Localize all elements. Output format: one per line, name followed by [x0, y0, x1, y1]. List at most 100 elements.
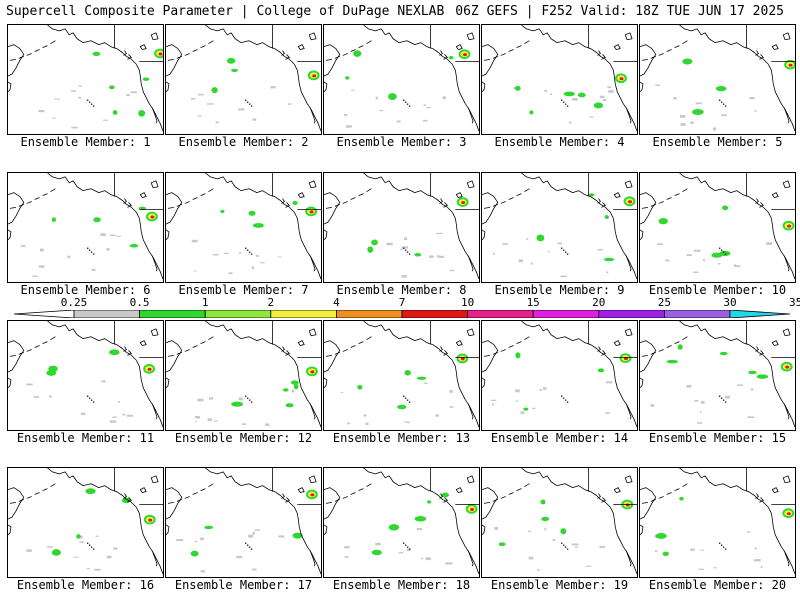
ensemble-member-label: Ensemble Member: 5	[652, 135, 783, 149]
coastline-layer	[166, 173, 321, 280]
scale-tick-label: 0.5	[129, 296, 150, 309]
hawaii-islands	[560, 99, 569, 107]
ensemble-map	[166, 468, 321, 575]
scale-high-arrow	[729, 310, 790, 318]
scale-tick-label: 35	[788, 296, 800, 309]
hawaii-islands	[718, 247, 727, 255]
ensemble-member-label: Ensemble Member: 2	[178, 135, 309, 149]
ensemble-map	[324, 321, 479, 428]
coastline-layer	[640, 321, 795, 428]
coastline-layer	[8, 321, 163, 428]
coastline-layer	[324, 468, 479, 575]
parameter-contours	[194, 366, 318, 426]
ensemble-map-panel	[481, 467, 638, 578]
ensemble-map-panel	[165, 467, 322, 578]
coastline-layer	[166, 25, 321, 132]
scale-segment	[598, 310, 665, 318]
parameter-contours	[190, 57, 320, 124]
ensemble-map-panel	[639, 467, 796, 578]
parameter-contours	[654, 496, 795, 570]
ensemble-member-label: Ensemble Member: 1	[20, 135, 151, 149]
ensemble-map	[324, 173, 479, 280]
hawaii-islands	[402, 542, 411, 550]
hawaii-islands	[402, 395, 411, 403]
ensemble-map	[324, 25, 479, 132]
ensemble-member-label: Ensemble Member: 6	[20, 283, 151, 297]
ensemble-member-label: Ensemble Member: 9	[494, 283, 625, 297]
hawaii-islands	[560, 542, 569, 550]
ensemble-member-label: Ensemble Member: 13	[332, 431, 471, 445]
hawaii-islands	[86, 99, 95, 107]
coastline-layer	[482, 468, 637, 575]
coastline-layer	[482, 321, 637, 428]
ensemble-map-panel	[639, 320, 796, 431]
coastline-layer	[8, 468, 163, 575]
ensemble-map-panel	[481, 172, 638, 283]
ensemble-map	[482, 25, 637, 132]
hawaii-islands	[86, 247, 95, 255]
parameter-contours	[492, 193, 636, 278]
ensemble-member-label: Ensemble Member: 16	[16, 578, 155, 592]
scale-tick-label: 2	[267, 296, 275, 309]
ensemble-map-panel	[7, 467, 164, 578]
ensemble-member-label: Ensemble Member: 19	[490, 578, 629, 592]
hawaii-islands	[86, 542, 95, 550]
parameter-contours	[657, 205, 795, 274]
hawaii-islands	[244, 247, 253, 255]
ensemble-map	[640, 321, 795, 428]
ensemble-map	[482, 468, 637, 575]
coastline-layer	[8, 25, 163, 132]
map-title: Supercell Composite Parameter | College …	[6, 4, 445, 19]
coastline-layer	[640, 468, 795, 575]
ensemble-member-label: Ensemble Member: 14	[490, 431, 629, 445]
parameter-contours	[513, 73, 627, 124]
scale-segment	[467, 310, 534, 318]
hawaii-islands	[560, 247, 569, 255]
ensemble-map	[8, 321, 163, 428]
hawaii-islands	[244, 542, 253, 550]
ensemble-member-label: Ensemble Member: 3	[336, 135, 467, 149]
ensemble-member-label: Ensemble Member: 20	[648, 578, 787, 592]
coastline-layer	[324, 25, 479, 132]
scale-tick-label: 0.25	[60, 296, 88, 309]
coastline-layer	[482, 173, 637, 280]
coastline-layer	[8, 173, 163, 280]
scale-segment	[664, 310, 731, 318]
coastline-layer	[640, 173, 795, 280]
scale-segment	[532, 310, 600, 318]
scale-tick-label: 15	[526, 296, 540, 309]
parameter-contours	[650, 344, 793, 424]
ensemble-map	[8, 25, 163, 132]
ensemble-map	[640, 468, 795, 575]
ensemble-member-label: Ensemble Member: 7	[178, 283, 309, 297]
hawaii-islands	[86, 395, 95, 403]
ensemble-map	[166, 173, 321, 280]
ensemble-map-panel	[481, 24, 638, 135]
parameter-contours	[26, 349, 156, 423]
ensemble-map	[640, 173, 795, 280]
parameter-contours	[344, 492, 478, 565]
parameter-contours	[655, 58, 795, 131]
ensemble-map-panel	[323, 320, 480, 431]
valid-time: 06Z GEFS | F252 Valid: 18Z TUE JUN 17 20…	[455, 4, 784, 19]
ensemble-map	[166, 25, 321, 132]
ensemble-map-panel	[323, 172, 480, 283]
scale-tick-label: 25	[657, 296, 672, 309]
coastline-layer	[482, 25, 637, 132]
parameter-contours	[343, 49, 471, 128]
ensemble-map	[166, 321, 321, 428]
ensemble-map-panel	[7, 320, 164, 431]
ensemble-map-panel	[639, 24, 796, 135]
coastline-layer	[166, 321, 321, 428]
coastline-layer	[166, 468, 321, 575]
ensemble-map	[8, 173, 163, 280]
parameter-contours	[490, 352, 632, 414]
coastline-layer	[324, 321, 479, 428]
ensemble-map-panel	[165, 172, 322, 283]
ensemble-map	[8, 468, 163, 575]
scale-low-arrow	[14, 310, 75, 318]
scale-tick-label: 20	[592, 296, 606, 309]
scale-segment	[270, 310, 337, 318]
ensemble-member-label: Ensemble Member: 10	[648, 283, 787, 297]
ensemble-map-panel	[639, 172, 796, 283]
